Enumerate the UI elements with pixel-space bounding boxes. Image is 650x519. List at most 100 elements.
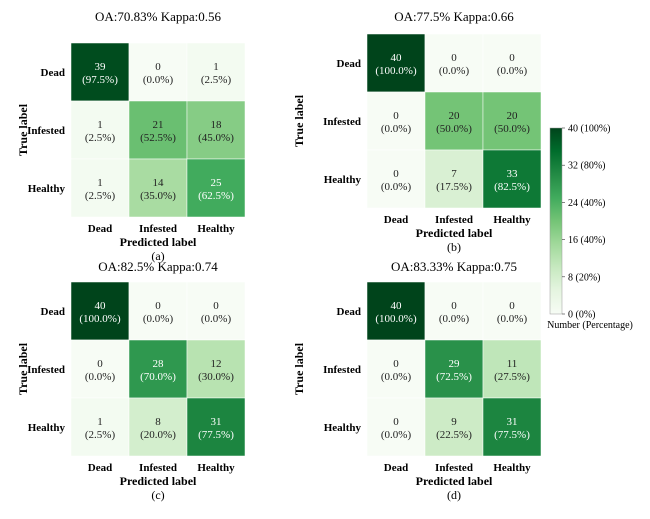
panel-caption: (d) [447,488,461,502]
cell-percent-label: (100.0%) [375,65,417,77]
x-tick-label: Healthy [197,462,235,474]
cell-count-label: 20 [449,110,461,122]
cell-count-label: 0 [393,110,399,122]
x-tick-label: Healthy [493,462,531,474]
cell-count-label: 40 [391,52,403,64]
cell-count-label: 0 [97,358,103,370]
matrix-cell [70,281,130,341]
cell-percent-label: (97.5%) [82,74,118,86]
cell-percent-label: (0.0%) [381,429,412,441]
y-axis-title: True label [16,342,30,395]
x-tick-label: Infested [139,462,177,474]
y-tick-label: Healthy [324,422,362,434]
cell-count-label: 0 [155,300,161,312]
matrix-cell [482,33,542,93]
cell-count-label: 39 [95,61,107,73]
colorbar-tick-label: 0 (0%) [568,310,596,321]
x-tick-label: Infested [435,462,473,474]
x-axis-title: Predicted label [416,226,493,240]
cell-count-label: 0 [155,61,161,73]
cell-percent-label: (0.0%) [143,313,174,325]
cell-percent-label: (0.0%) [439,313,470,325]
panel-title: OA:82.5% Kappa:0.74 [98,259,218,274]
x-tick-label: Dead [384,462,408,474]
cell-count-label: 11 [507,358,518,370]
cell-percent-label: (27.5%) [494,371,530,383]
matrix-cell [70,158,130,218]
panel-caption: (b) [447,240,461,254]
matrix-cell [186,281,246,341]
x-axis-title: Predicted label [120,474,197,488]
cell-percent-label: (82.5%) [494,181,530,193]
x-axis-title: Predicted label [416,474,493,488]
cell-percent-label: (20.0%) [140,429,176,441]
cell-percent-label: (2.5%) [85,190,116,202]
matrix-cell [366,397,426,457]
y-tick-label: Infested [323,116,361,128]
y-tick-label: Healthy [28,422,66,434]
matrix-cell [186,42,246,102]
cell-percent-label: (0.0%) [85,371,116,383]
colorbar-tick-label: 32 (80%) [568,161,606,172]
cell-percent-label: (17.5%) [436,181,472,193]
panel-b: OA:77.5% Kappa:0.6640(100.0%)0(0.0%)0(0.… [292,9,542,254]
cell-percent-label: (50.0%) [494,123,530,135]
x-tick-label: Healthy [197,223,235,235]
cell-percent-label: (77.5%) [494,429,530,441]
cell-count-label: 1 [213,61,219,73]
matrix-cell [424,397,484,457]
matrix-cell [186,339,246,399]
cell-percent-label: (72.5%) [436,371,472,383]
matrix-cell [70,100,130,160]
matrix-cell [366,339,426,399]
cell-percent-label: (22.5%) [436,429,472,441]
y-axis-title: True label [292,342,306,395]
cell-percent-label: (77.5%) [198,429,234,441]
cell-count-label: 1 [97,416,103,428]
matrix-cell [70,339,130,399]
matrix-cell [186,397,246,457]
cell-count-label: 18 [211,119,223,131]
x-axis-title: Predicted label [120,235,197,249]
cell-percent-label: (30.0%) [198,371,234,383]
colorbar-tick-label: 24 (40%) [568,198,606,209]
matrix-cell [482,149,542,209]
cell-percent-label: (100.0%) [79,313,121,325]
panel-caption: (c) [151,488,164,502]
colorbar-gradient [549,127,563,315]
y-tick-label: Infested [323,364,361,376]
cell-percent-label: (0.0%) [381,181,412,193]
x-tick-label: Infested [435,214,473,226]
cell-count-label: 0 [393,416,399,428]
cell-percent-label: (100.0%) [375,313,417,325]
matrix-cell [186,158,246,218]
y-axis-title: True label [16,103,30,156]
panel-title: OA:70.83% Kappa:0.56 [95,9,222,24]
cell-count-label: 29 [449,358,461,370]
cell-percent-label: (2.5%) [85,132,116,144]
matrix-cell [70,397,130,457]
cell-count-label: 14 [153,177,165,189]
matrix-cell [366,281,426,341]
x-tick-label: Healthy [493,214,531,226]
cell-percent-label: (45.0%) [198,132,234,144]
x-tick-label: Dead [384,214,408,226]
cell-count-label: 12 [211,358,222,370]
cell-percent-label: (52.5%) [140,132,176,144]
matrix-cell [424,339,484,399]
cell-count-label: 33 [507,168,519,180]
matrix-cell [186,100,246,160]
y-tick-label: Dead [41,67,65,79]
cell-percent-label: (70.0%) [140,371,176,383]
y-tick-label: Infested [27,125,65,137]
cell-count-label: 1 [97,119,103,131]
cell-count-label: 40 [391,300,403,312]
cell-count-label: 31 [507,416,518,428]
cell-percent-label: (0.0%) [201,313,232,325]
panel-title: OA:77.5% Kappa:0.66 [394,9,514,24]
cell-percent-label: (0.0%) [497,65,528,77]
x-tick-label: Dead [88,223,112,235]
cell-count-label: 0 [509,300,515,312]
matrix-cell [366,91,426,151]
cell-count-label: 8 [155,416,161,428]
